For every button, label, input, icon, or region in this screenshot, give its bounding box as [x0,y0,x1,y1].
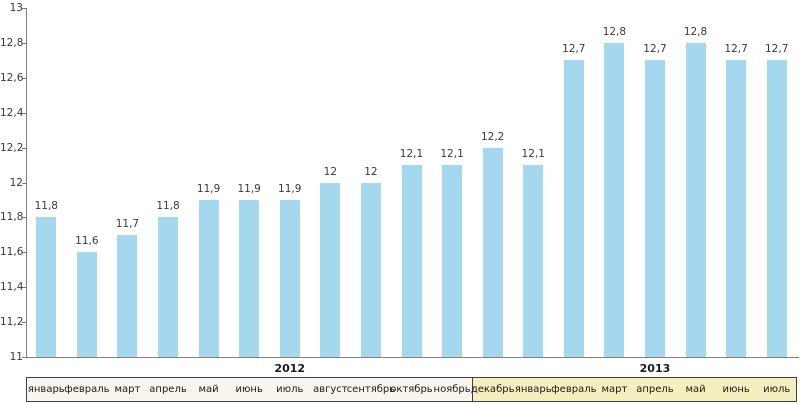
month-label: май [685,384,706,395]
month-label: февраль [551,384,597,395]
y-tick-label: 11,4 [0,281,24,294]
year-divider [472,378,474,401]
bar-value-label: 11,9 [278,182,302,195]
bar [158,217,179,357]
month-label: апрель [149,384,187,395]
y-tick [22,147,27,149]
month-label: январь [27,384,65,395]
year-label: 2012 [274,362,306,375]
y-tick-label: 12,4 [0,106,24,119]
bar-value-label: 12 [323,165,338,178]
month-label: апрель [636,384,674,395]
bar-value-label: 12,1 [440,148,464,161]
bar-value-label: 12,7 [562,43,586,56]
y-tick [22,217,27,219]
month-label: июль [763,384,791,395]
month-label: ноябрь [433,384,471,395]
y-tick [22,182,27,184]
bar-value-label: 11,8 [34,200,58,213]
bar-value-label: 12,8 [602,25,627,38]
bar [76,252,97,357]
bar-value-label: 12,1 [399,148,424,161]
month-label: октябрь [390,384,433,395]
bar-value-label: 12,7 [724,43,748,56]
y-tick [22,252,27,254]
month-label: январь [514,384,552,395]
bar [239,199,260,357]
month-label: февраль [64,384,110,395]
bar-value-label: 11,7 [115,217,140,230]
bar-value-label: 12 [364,165,378,178]
x-axis-line [26,357,799,358]
month-axis-box [26,377,797,402]
bar [685,42,706,357]
bar [117,234,138,357]
y-tick-label: 12 [9,176,23,189]
bar [198,199,219,357]
bar [726,60,747,357]
month-label: март [601,384,628,395]
bar [563,60,584,357]
highlight-region [472,378,796,401]
month-label: май [198,384,219,395]
y-tick [22,357,27,358]
y-tick-label: 11,8 [0,211,24,224]
y-tick-label: 13 [9,2,23,14]
month-label: март [114,384,141,395]
month-label: июнь [722,384,750,395]
bar [604,42,625,357]
bar [523,165,544,357]
y-tick [22,77,27,79]
bar-value-label: 11,9 [196,182,221,195]
bar-value-label: 11,6 [75,235,99,248]
month-label: июль [276,384,304,395]
month-label: август [313,384,348,395]
bar [766,60,787,357]
bar [36,217,57,357]
y-tick-label: 11,2 [0,316,24,329]
year-label: 2013 [639,362,671,375]
bar [482,147,503,357]
month-label: июнь [235,384,263,395]
bar-value-label: 12,7 [765,43,789,56]
y-tick [22,8,27,9]
y-tick-label: 12,8 [0,36,24,49]
y-tick [22,42,27,44]
bar-value-label: 12,8 [683,25,708,38]
y-tick [22,322,27,324]
bar-value-label: 12,1 [521,148,545,161]
bar [442,165,463,357]
y-tick [22,112,27,114]
bar-value-label: 11,9 [237,182,261,195]
bar [320,182,341,357]
bar [644,60,665,357]
bar [401,165,422,357]
bar [279,199,300,357]
y-tick-label: 11 [9,351,23,363]
bar [360,182,381,357]
month-label: декабрь [470,384,515,395]
y-tick-label: 11,6 [0,246,24,259]
bar-value-label: 12,7 [643,43,667,56]
bar-value-label: 11,8 [156,200,180,213]
month-label: сентябрь [346,384,396,395]
y-tick [22,287,27,289]
y-tick-label: 12,6 [0,71,24,84]
bar-value-label: 12,2 [480,130,505,143]
y-tick-label: 12,2 [0,141,24,154]
